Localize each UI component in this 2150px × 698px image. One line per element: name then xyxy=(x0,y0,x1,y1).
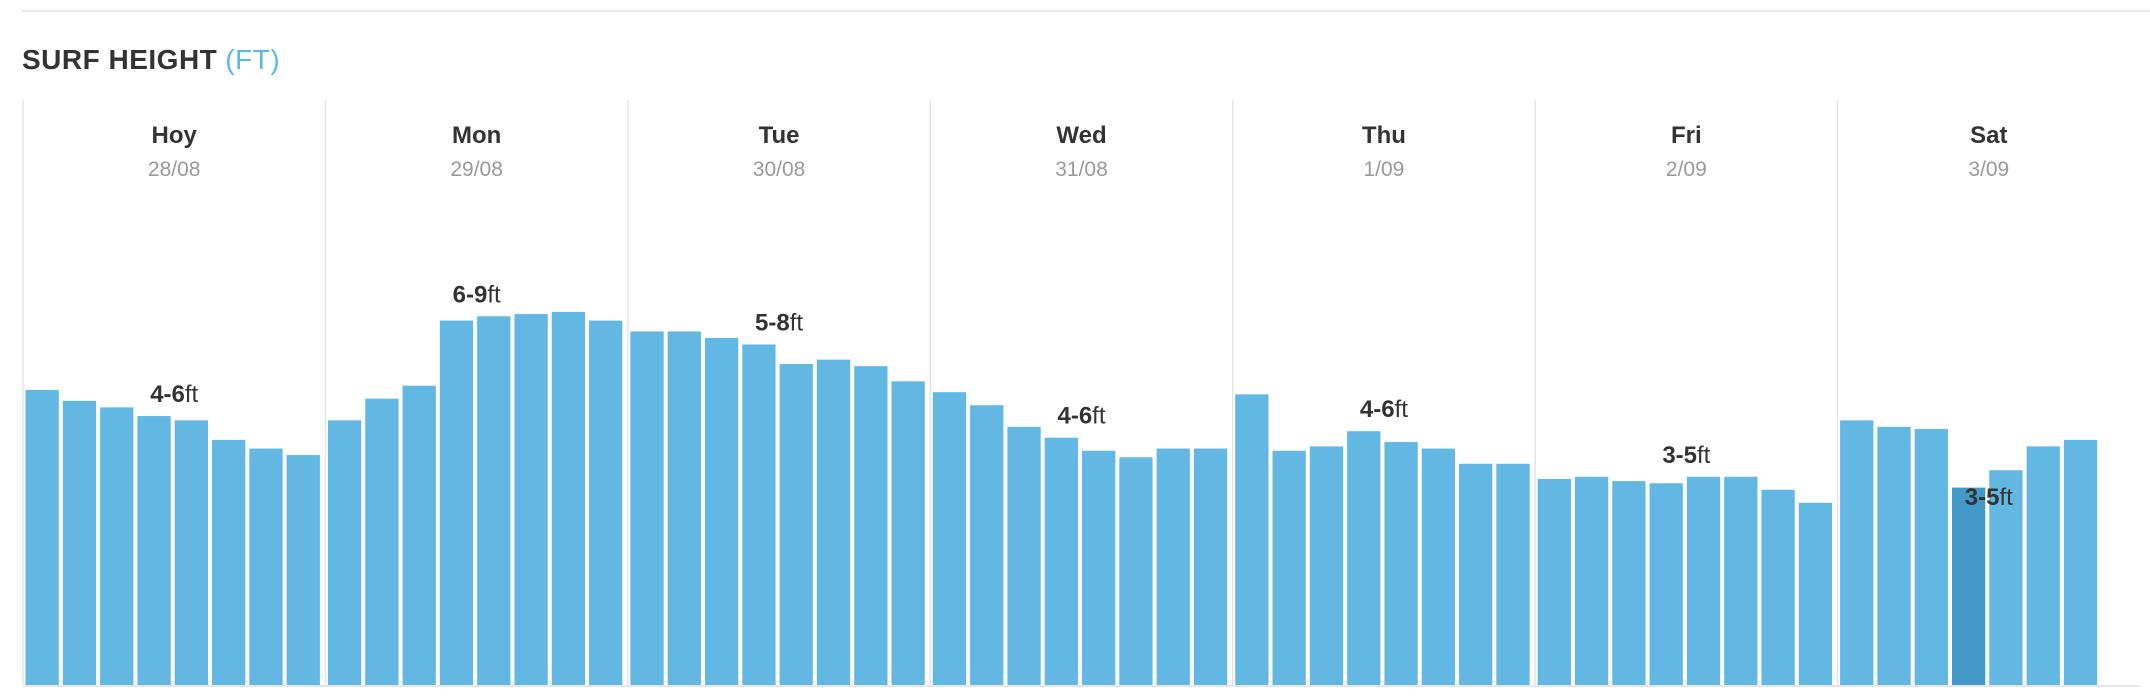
range-label: 4-6ft xyxy=(1360,396,1408,423)
bar xyxy=(514,314,548,685)
day-date: 30/08 xyxy=(753,158,806,181)
range-value: 6-9 xyxy=(453,281,488,308)
day-date: 2/09 xyxy=(1666,158,1707,181)
range-label: 4-6ft xyxy=(150,381,198,408)
range-value: 4-6 xyxy=(1360,396,1395,423)
bar xyxy=(970,405,1004,685)
chart-unit: (FT) xyxy=(225,44,281,75)
bar xyxy=(1761,489,1795,685)
bar xyxy=(704,337,739,685)
bar xyxy=(477,316,511,685)
bar xyxy=(1612,481,1646,685)
bar xyxy=(1496,463,1530,685)
bar-highlight xyxy=(1951,487,1986,685)
bar xyxy=(816,359,851,685)
range-value: 3-5 xyxy=(1965,484,2000,511)
day-date: 3/09 xyxy=(1968,158,2009,181)
bar xyxy=(1044,437,1078,685)
range-label: 4-6ft xyxy=(1057,403,1105,430)
bar xyxy=(327,420,362,685)
range-unit: ft xyxy=(1092,403,1106,430)
bar xyxy=(1686,476,1721,685)
bar xyxy=(1193,448,1228,685)
bar xyxy=(100,407,134,685)
bar xyxy=(1309,446,1344,685)
range-value: 4-6 xyxy=(150,381,185,408)
bar xyxy=(1007,426,1041,685)
range-unit: ft xyxy=(185,381,199,408)
day-name-wed: Wed xyxy=(1056,122,1106,149)
range-label: 5-8ft xyxy=(755,309,803,336)
bar xyxy=(891,381,925,685)
bar xyxy=(1384,442,1418,685)
bar xyxy=(1840,420,1874,685)
bar xyxy=(854,366,888,685)
chart-title: SURF HEIGHT xyxy=(22,44,218,75)
bar xyxy=(2026,446,2060,685)
range-unit: ft xyxy=(790,309,804,336)
bar xyxy=(286,455,320,685)
bar xyxy=(1119,457,1153,685)
bar xyxy=(137,416,171,685)
bar xyxy=(1724,476,1758,685)
bar xyxy=(212,439,246,685)
top-divider xyxy=(22,10,2150,12)
range-unit: ft xyxy=(1999,484,2013,511)
bar xyxy=(1574,476,1609,685)
range-label: 6-9ft xyxy=(453,281,501,308)
range-unit: ft xyxy=(1395,396,1409,423)
bar xyxy=(779,363,813,685)
range-label: 3-5ft xyxy=(1965,484,2013,511)
range-unit: ft xyxy=(1697,442,1711,469)
bar xyxy=(1272,450,1306,685)
bar xyxy=(1989,470,2023,685)
day-date: 29/08 xyxy=(450,158,503,181)
bar xyxy=(1235,394,1269,685)
bar xyxy=(630,331,664,685)
bar xyxy=(551,311,586,685)
day-name-mon: Mon xyxy=(452,122,501,149)
range-label: 3-5ft xyxy=(1662,442,1710,469)
bar xyxy=(249,448,283,685)
bar xyxy=(589,320,623,685)
bar xyxy=(1877,426,1911,685)
bar xyxy=(1537,478,1571,685)
day-date: 1/09 xyxy=(1363,158,1404,181)
bar xyxy=(1798,502,1833,685)
bar xyxy=(1649,483,1683,685)
day-date: 28/08 xyxy=(148,158,201,181)
bar xyxy=(62,400,97,685)
day-date: 31/08 xyxy=(1055,158,1108,181)
day-name-hoy: Hoy xyxy=(152,122,198,149)
bar xyxy=(667,331,701,685)
bar xyxy=(2063,439,2098,685)
bar xyxy=(1082,450,1116,685)
bar xyxy=(402,385,436,685)
bar xyxy=(25,390,59,685)
range-unit: ft xyxy=(487,281,501,308)
day-name-sat: Sat xyxy=(1970,122,2007,149)
day-name-tue: Tue xyxy=(759,122,800,149)
bar xyxy=(932,392,967,685)
bar xyxy=(1421,448,1456,685)
range-value: 3-5 xyxy=(1662,442,1697,469)
bar xyxy=(365,398,399,685)
bar xyxy=(174,420,209,685)
bar xyxy=(1459,463,1493,685)
bar xyxy=(1347,431,1381,685)
bar xyxy=(1156,448,1190,685)
bar xyxy=(439,320,474,685)
day-name-thu: Thu xyxy=(1362,122,1406,149)
range-value: 5-8 xyxy=(755,309,790,336)
bar xyxy=(1914,429,1948,685)
day-name-fri: Fri xyxy=(1671,122,1702,149)
bar xyxy=(742,344,776,685)
section-title: SURF HEIGHT (FT) xyxy=(22,44,280,76)
range-value: 4-6 xyxy=(1057,403,1092,430)
